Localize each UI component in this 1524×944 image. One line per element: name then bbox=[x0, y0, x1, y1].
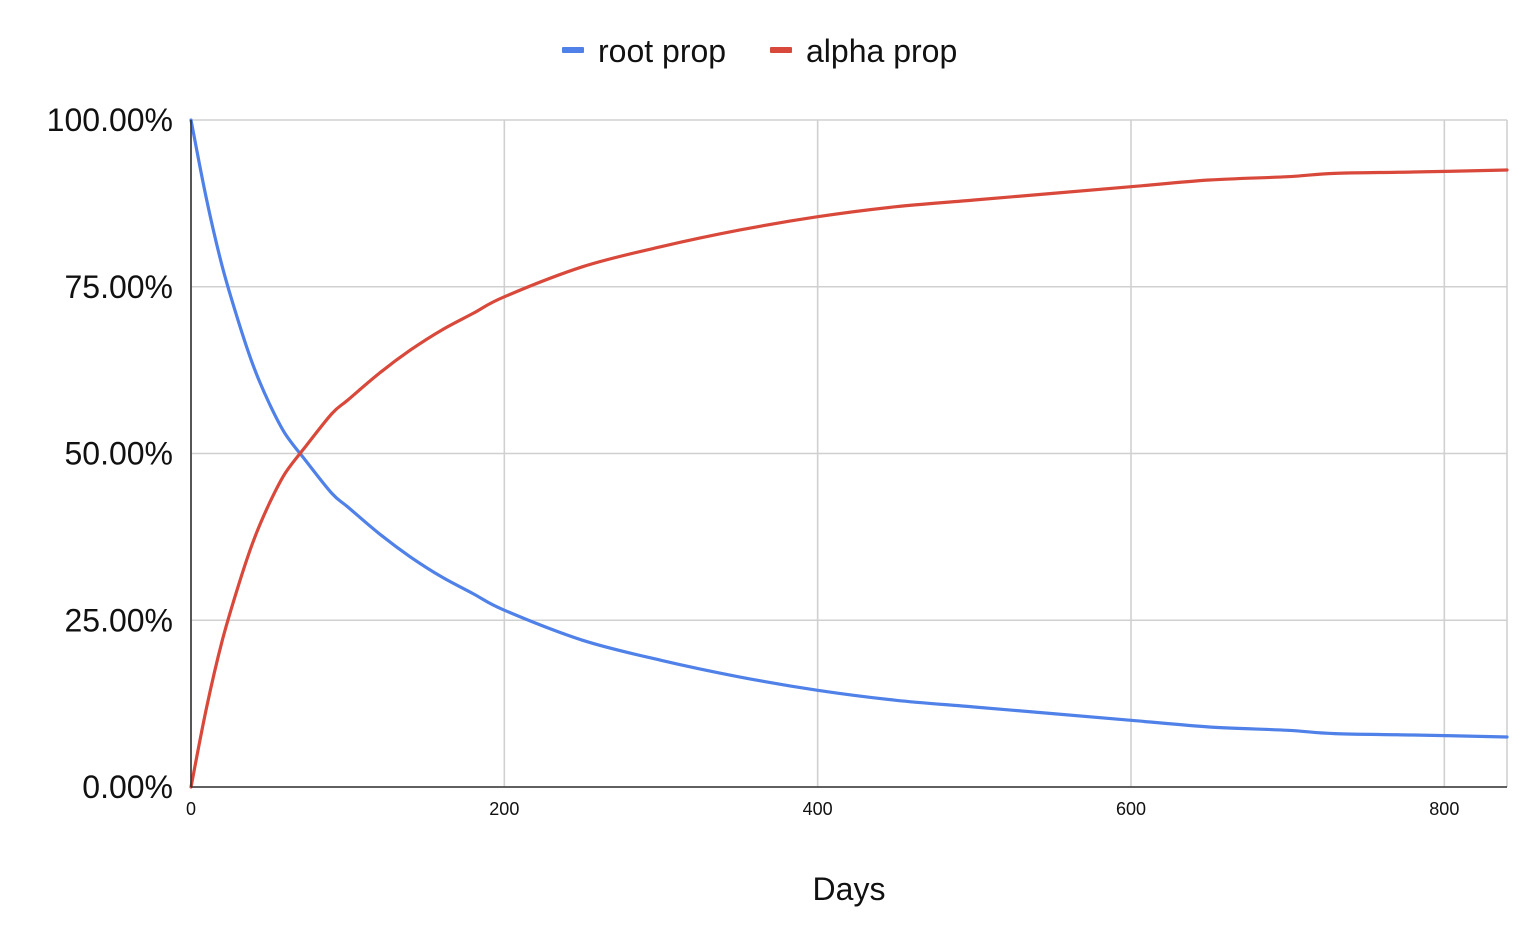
legend-swatch bbox=[770, 47, 792, 53]
x-tick-label: 0 bbox=[186, 799, 196, 819]
x-tick-label: 200 bbox=[489, 799, 519, 819]
legend-swatch bbox=[562, 47, 584, 53]
y-axis-ticks: 0.00% 25.00% 50.00% 75.00% 100.00% bbox=[47, 102, 173, 805]
y-tick-label: 25.00% bbox=[64, 602, 173, 638]
x-tick-label: 600 bbox=[1116, 799, 1146, 819]
x-axis-title: Days bbox=[813, 871, 886, 907]
x-tick-label: 400 bbox=[803, 799, 833, 819]
gridlines bbox=[190, 119, 1508, 788]
legend-label: root prop bbox=[598, 33, 726, 69]
y-tick-label: 100.00% bbox=[47, 102, 173, 138]
series-lines bbox=[189, 118, 1509, 789]
legend: root prop alpha prop bbox=[562, 33, 957, 69]
y-tick-label: 50.00% bbox=[64, 436, 173, 472]
legend-label: alpha prop bbox=[806, 33, 957, 69]
x-tick-label: 800 bbox=[1429, 799, 1459, 819]
y-tick-label: 75.00% bbox=[64, 269, 173, 305]
y-tick-label: 0.00% bbox=[82, 769, 173, 805]
series-line-root-prop bbox=[189, 118, 1509, 739]
series-line-alpha-prop bbox=[189, 168, 1509, 789]
x-axis-ticks: 0 200 400 600 800 bbox=[186, 799, 1459, 819]
